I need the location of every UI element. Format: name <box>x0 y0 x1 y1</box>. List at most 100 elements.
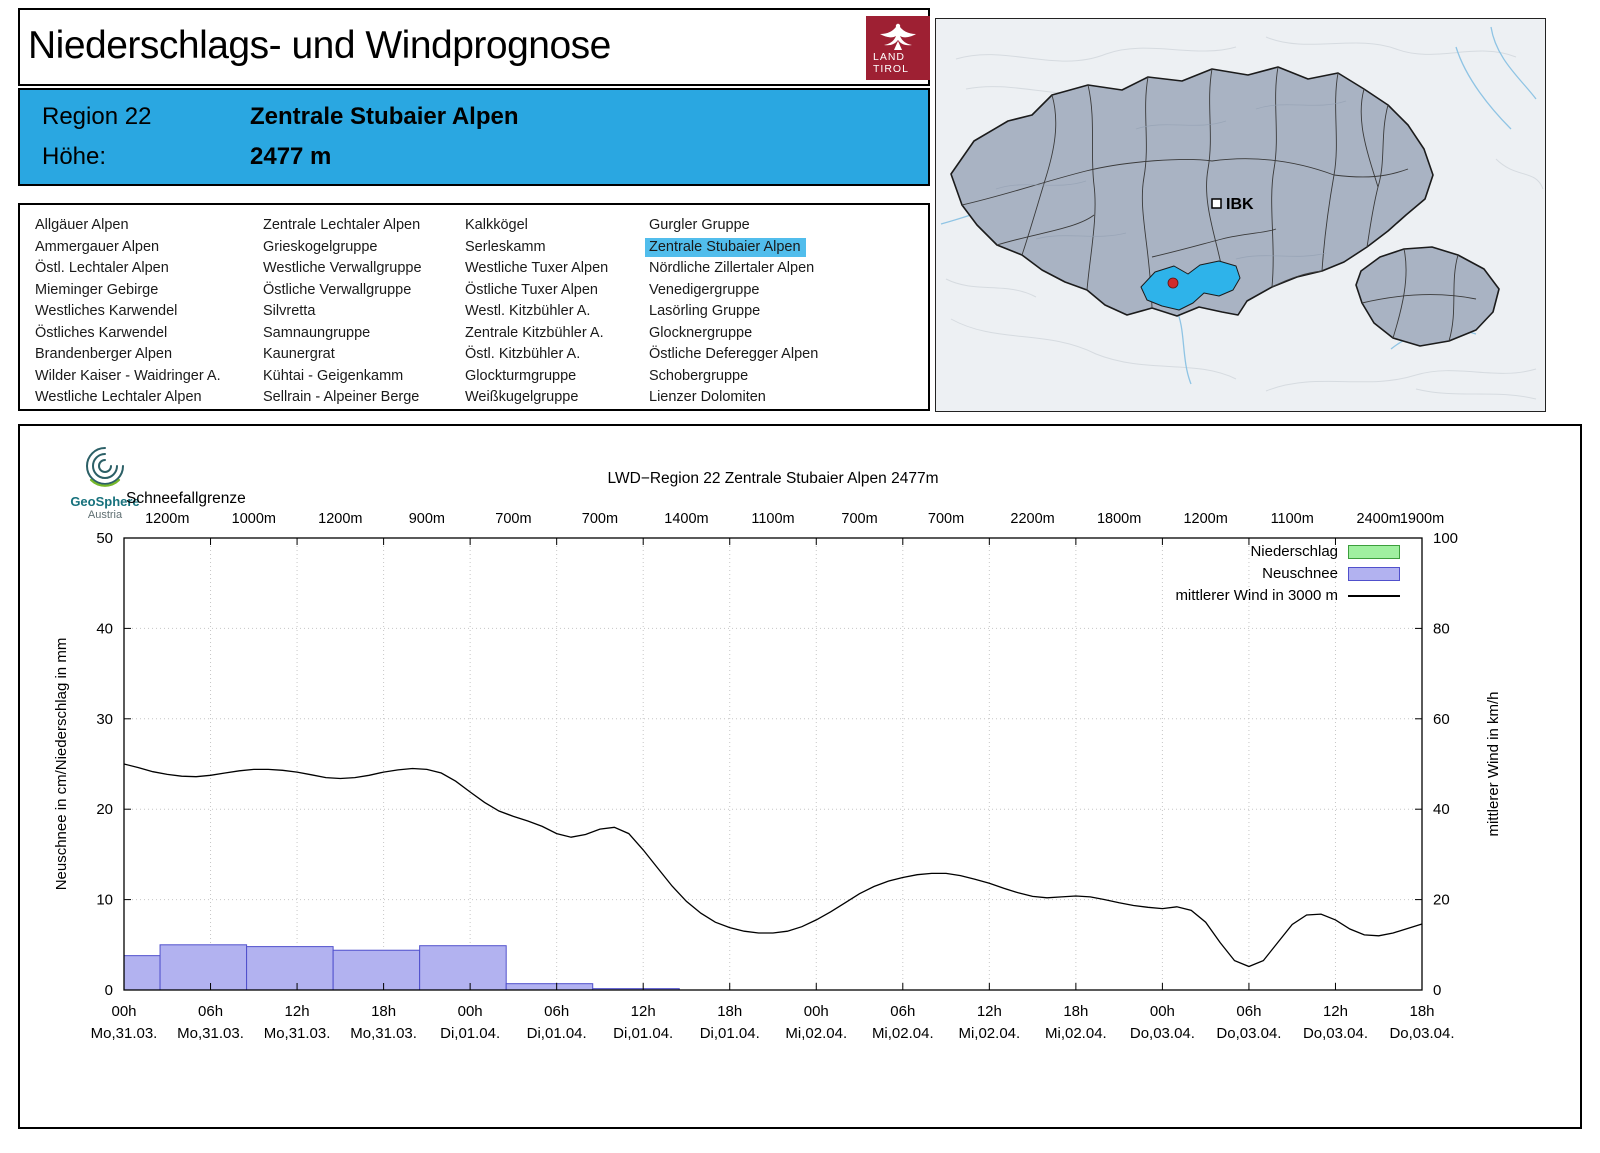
tirol-eagle-icon <box>880 23 916 50</box>
region-list-item[interactable]: Sellrain - Alpeiner Berge <box>263 389 420 405</box>
region-borders <box>961 66 1409 309</box>
snowline-values: 1200m 1000m 1200m 900m 700m 700m 1400m 1100m 700… <box>145 511 1444 527</box>
svg-text:100: 100 <box>1433 530 1458 547</box>
region-list-item[interactable]: Glocknergruppe <box>649 324 753 341</box>
svg-text:0: 0 <box>1433 982 1441 999</box>
region-list-item[interactable]: Zentrale Kitzbühler A. <box>465 324 604 341</box>
region-list-column-1: Allgäuer Alpen Ammergauer Alpen Östl. Lech… <box>35 215 263 409</box>
svg-text:60: 60 <box>1433 711 1450 728</box>
svg-text:10: 10 <box>96 892 113 909</box>
geosphere-name: GeoSphere <box>70 494 140 509</box>
axis-tick-labels: 0 10 20 30 40 50 0 20 40 60 80 100 00h Mo,31.03. 06h Mo… <box>91 530 1458 1042</box>
svg-text:Di,01.04.: Di,01.04. <box>527 1025 587 1042</box>
forecast-chart-panel: GeoSphere Austria LWD−Region 22 Zentrale… <box>18 424 1582 1129</box>
region-list-item[interactable]: Nördliche Zillertaler Alpen <box>649 260 815 276</box>
region-list-item[interactable]: Östl. Kitzbühler A. <box>465 346 581 362</box>
svg-text:18h: 18h <box>1063 1003 1088 1020</box>
region-list-item[interactable]: Östliche Tuxer Alpen <box>465 281 598 298</box>
region-list-item[interactable]: Samnaungruppe <box>263 324 371 341</box>
selected-region-polygon[interactable] <box>1140 260 1241 311</box>
region-list-item[interactable]: Westl. Kitzbühler A. <box>465 303 591 319</box>
tirol-map[interactable]: IBK <box>935 18 1546 412</box>
svg-text:700m: 700m <box>841 511 877 527</box>
svg-text:12h: 12h <box>977 1003 1002 1020</box>
page-title: Niederschlags- und Windprognose <box>28 24 611 67</box>
svg-text:Mi,02.04.: Mi,02.04. <box>1045 1025 1107 1042</box>
svg-text:1800m: 1800m <box>1097 511 1141 527</box>
region-list-item[interactable]: Silvretta <box>263 303 316 319</box>
y-axis-label-left: Neuschnee in cm/Niederschlag in mm <box>53 638 70 891</box>
east-tyrol-region[interactable] <box>1355 246 1500 347</box>
region-list-item[interactable]: Brandenberger Alpen <box>35 346 173 362</box>
region-list-item[interactable]: Östliche Deferegger Alpen <box>649 346 819 362</box>
region-list-item[interactable]: Mieminger Gebirge <box>35 281 159 298</box>
svg-text:Mo,31.03.: Mo,31.03. <box>350 1025 417 1042</box>
svg-text:Di,01.04.: Di,01.04. <box>700 1025 760 1042</box>
region-list-item[interactable]: Serleskamm <box>465 238 546 255</box>
region-list-item[interactable]: Schobergruppe <box>649 367 749 384</box>
region-list-item[interactable]: Venedigergruppe <box>649 281 760 298</box>
terrain-relief-lines <box>945 36 1544 400</box>
region-list-item[interactable]: Östliche Verwallgruppe <box>263 281 412 298</box>
geosphere-sub: Austria <box>87 509 123 521</box>
region-list-item[interactable]: Allgäuer Alpen <box>35 217 129 233</box>
svg-text:Mo,31.03.: Mo,31.03. <box>264 1025 331 1042</box>
region-list-item[interactable]: Lienzer Dolomiten <box>649 389 766 405</box>
geosphere-swirl-icon <box>86 447 124 487</box>
region-list-item[interactable]: Westliche Lechtaler Alpen <box>35 389 202 405</box>
land-tirol-logo: LAND TIROL <box>866 16 930 80</box>
legend-row: mittlerer Wind in 3000 m <box>1175 586 1400 605</box>
region-list-item[interactable]: Westliches Karwendel <box>35 303 178 319</box>
region-list-item[interactable]: Lasörling Gruppe <box>649 303 761 319</box>
legend-label: Niederschlag <box>1250 543 1338 560</box>
forecast-chart: 0 10 20 30 40 50 0 20 40 60 80 100 00h Mo,31.03. 06h Mo… <box>53 511 1502 1042</box>
svg-text:30: 30 <box>96 711 113 728</box>
svg-text:06h: 06h <box>198 1003 223 1020</box>
altitude-label: Höhe: <box>42 143 107 170</box>
snowline-label: Schneefallgrenze <box>126 490 246 507</box>
svg-text:12h: 12h <box>1323 1003 1348 1020</box>
region-list-item[interactable]: Grieskogelgruppe <box>263 238 378 255</box>
neuschnee-bars <box>123 944 680 991</box>
svg-text:Do,03.04.: Do,03.04. <box>1303 1025 1368 1042</box>
svg-text:06h: 06h <box>544 1003 569 1020</box>
svg-text:1200m: 1200m <box>318 511 362 527</box>
region-list-item[interactable]: Östl. Lechtaler Alpen <box>35 260 169 276</box>
east-region-borders <box>1361 248 1477 342</box>
land-tirol-wordmark: LAND TIROL <box>873 51 909 75</box>
region-list-item[interactable]: Kaunergrat <box>263 346 335 362</box>
svg-text:Di,01.04.: Di,01.04. <box>440 1025 500 1042</box>
region-list-item[interactable]: Kalkkögel <box>465 217 528 233</box>
svg-text:40: 40 <box>96 620 113 637</box>
svg-text:700m: 700m <box>928 511 964 527</box>
region-list-item[interactable]: Westliche Tuxer Alpen <box>465 260 609 276</box>
legend-row: Niederschlag <box>1250 542 1400 561</box>
region-list-item[interactable]: Weißkugelgruppe <box>465 389 579 405</box>
region-list-item[interactable]: Zentrale Lechtaler Alpen <box>263 217 421 233</box>
svg-text:18h: 18h <box>371 1003 396 1020</box>
ibk-label: IBK <box>1226 196 1254 213</box>
svg-text:0: 0 <box>105 982 113 999</box>
region-list-item-selected[interactable]: Zentrale Stubaier Alpen <box>645 237 928 259</box>
svg-text:700m: 700m <box>495 511 531 527</box>
region-list-column-2: Zentrale Lechtaler Alpen Grieskogelgruppe… <box>263 215 465 409</box>
plot-frame <box>123 537 1423 991</box>
svg-text:50: 50 <box>96 530 113 547</box>
ibk-marker <box>1211 198 1222 209</box>
chart-grid <box>124 538 1422 990</box>
svg-text:Mo,31.03.: Mo,31.03. <box>91 1025 158 1042</box>
svg-text:900m: 900m <box>409 511 445 527</box>
region-list-item[interactable]: Westliche Verwallgruppe <box>263 260 422 276</box>
chart-title: LWD−Region 22 Zentrale Stubaier Alpen 24… <box>607 470 939 487</box>
svg-text:12h: 12h <box>631 1003 656 1020</box>
svg-text:Mo,31.03.: Mo,31.03. <box>177 1025 244 1042</box>
svg-text:06h: 06h <box>890 1003 915 1020</box>
region-list-item[interactable]: Kühtai - Geigenkamm <box>263 367 404 384</box>
legend-swatch <box>1348 566 1400 581</box>
region-list-item[interactable]: Wilder Kaiser - Waidringer A. <box>35 367 221 384</box>
region-list-item[interactable]: Östliches Karwendel <box>35 324 168 341</box>
region-list-item[interactable]: Ammergauer Alpen <box>35 238 160 255</box>
region-list-item[interactable]: Gurgler Gruppe <box>649 217 750 233</box>
svg-text:1200m: 1200m <box>1183 511 1227 527</box>
region-list-item[interactable]: Glockturmgruppe <box>465 367 577 384</box>
